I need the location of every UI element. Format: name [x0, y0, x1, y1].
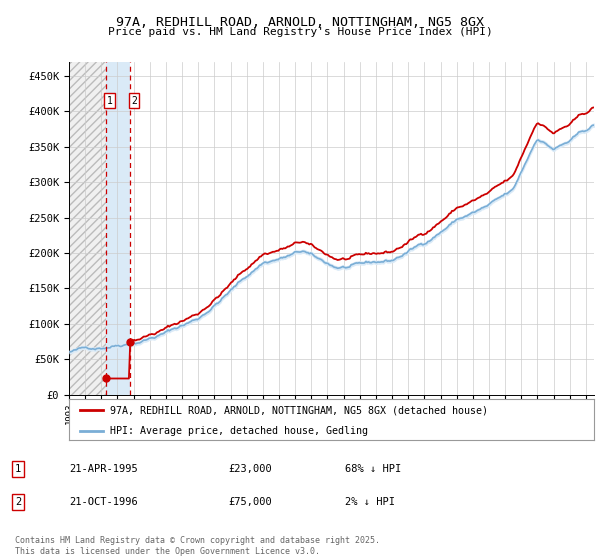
Text: 2: 2	[15, 497, 21, 507]
Text: 1: 1	[15, 464, 21, 474]
Text: 21-OCT-1996: 21-OCT-1996	[69, 497, 138, 507]
Text: HPI: Average price, detached house, Gedling: HPI: Average price, detached house, Gedl…	[110, 426, 368, 436]
Text: 2: 2	[131, 96, 137, 106]
Text: £75,000: £75,000	[228, 497, 272, 507]
Text: 2% ↓ HPI: 2% ↓ HPI	[345, 497, 395, 507]
Text: Price paid vs. HM Land Registry's House Price Index (HPI): Price paid vs. HM Land Registry's House …	[107, 27, 493, 37]
Text: 97A, REDHILL ROAD, ARNOLD, NOTTINGHAM, NG5 8GX: 97A, REDHILL ROAD, ARNOLD, NOTTINGHAM, N…	[116, 16, 484, 29]
Bar	[69, 62, 106, 395]
Text: Contains HM Land Registry data © Crown copyright and database right 2025.
This d: Contains HM Land Registry data © Crown c…	[15, 536, 380, 556]
Bar	[106, 62, 130, 395]
Text: 1: 1	[107, 96, 113, 106]
Text: 68% ↓ HPI: 68% ↓ HPI	[345, 464, 401, 474]
Text: 97A, REDHILL ROAD, ARNOLD, NOTTINGHAM, NG5 8GX (detached house): 97A, REDHILL ROAD, ARNOLD, NOTTINGHAM, N…	[110, 405, 488, 415]
Text: 21-APR-1995: 21-APR-1995	[69, 464, 138, 474]
Text: £23,000: £23,000	[228, 464, 272, 474]
